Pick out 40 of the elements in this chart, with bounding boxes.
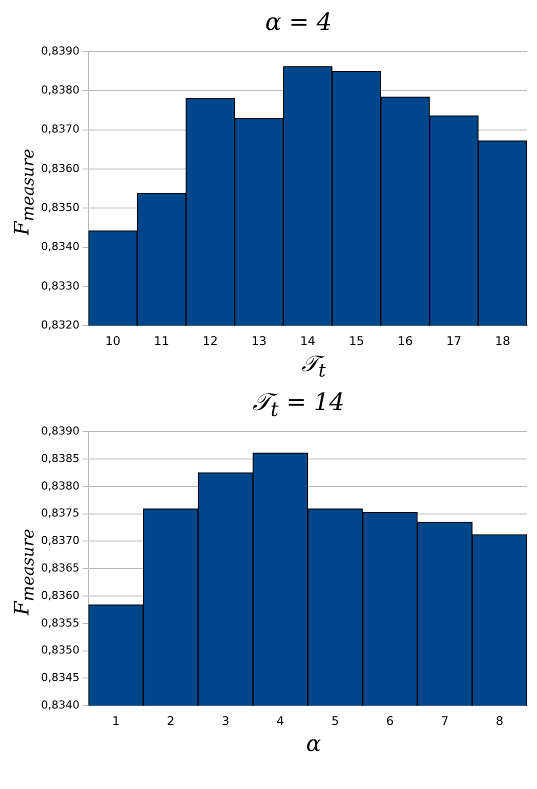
x-tick-label: 15	[348, 334, 364, 348]
x-tick-label: 5	[331, 714, 339, 728]
x-tick-label: 11	[154, 334, 170, 348]
x-tick-label: 13	[251, 334, 267, 348]
x-tick-label: 4	[276, 714, 284, 728]
y-tick-label: 0,8350	[40, 201, 80, 214]
y-tick-label: 0,8340	[40, 240, 80, 254]
x-tick-label: 14	[300, 334, 316, 348]
y-tick-label: 0,8370	[40, 534, 80, 548]
y-tick-label: 0,8345	[40, 671, 80, 684]
x-tick-label: 1	[112, 714, 120, 728]
x-tick-label: 10	[105, 334, 120, 348]
y-tick-label: 0,8380	[40, 479, 80, 492]
y-tick-label: 0,8330	[40, 279, 80, 292]
y-tick-label: 0,8360	[40, 162, 80, 175]
chart-title: 𝒯$_{t}$ = 14	[252, 388, 346, 422]
x-tick-label: 17	[446, 334, 462, 348]
y-tick-label: 0,8390	[40, 44, 80, 58]
y-tick-label: 0,8355	[40, 616, 80, 630]
x-axis-title: 𝒯$_{t}$	[300, 352, 327, 382]
x-tick-label: 8	[496, 714, 504, 728]
x-tick-label: 3	[222, 714, 230, 728]
y-tick-label: 0,8370	[40, 122, 80, 136]
x-tick-label: 16	[398, 334, 413, 348]
x-tick-label: 18	[495, 334, 510, 348]
y-tick-label: 0,8375	[40, 506, 80, 520]
y-tick-label: 0,8350	[40, 644, 80, 657]
x-tick-label: 2	[166, 714, 175, 728]
y-tick-label: 0,8340	[40, 698, 80, 712]
x-tick-label: 7	[440, 714, 449, 728]
y-tick-label: 0,8380	[40, 84, 80, 97]
x-axis-title: α	[305, 732, 322, 757]
y-tick-label: 0,8385	[40, 452, 80, 465]
y-tick-label: 0,8360	[40, 588, 80, 602]
y-tick-label: 0,8365	[40, 561, 80, 574]
x-tick-label: 6	[386, 714, 394, 728]
x-tick-label: 12	[202, 334, 218, 348]
chart-title: α = 4	[264, 8, 333, 38]
y-tick-label: 0,8320	[40, 318, 80, 332]
y-tick-label: 0,8390	[40, 424, 80, 438]
